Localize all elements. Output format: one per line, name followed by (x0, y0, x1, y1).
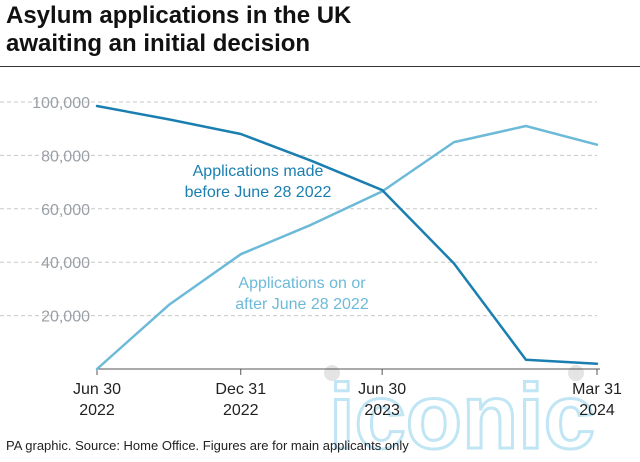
x-tick-label-1-line-0: Dec 31 (215, 381, 266, 398)
x-tick-label-1-line-1: 2022 (223, 402, 259, 419)
series-labels: Applications made before June 28 2022 Appl… (185, 163, 369, 313)
y-tick-label-60000: 60,000 (41, 202, 90, 219)
y-tick-label-20000: 20,000 (41, 309, 90, 326)
chart-title-line-1: Asylum applications in the UK (6, 2, 352, 29)
gridlines (0, 101, 597, 317)
series-2-label-line-1: after June 28 2022 (235, 296, 369, 313)
series-line-1 (95, 104, 599, 365)
source-footnote: PA graphic. Source: Home Office. Figures… (6, 438, 409, 453)
x-tick-label-3-line-1: 2024 (579, 402, 615, 419)
y-tick-label-80000: 80,000 (41, 148, 90, 165)
chart-title-line-2: awaiting an initial decision (6, 30, 311, 57)
series-line-2 (95, 124, 599, 371)
series-1-label-line-0: Applications made (193, 163, 324, 180)
series-2-label-line-0: Applications on or (238, 275, 366, 292)
x-axis: Jun 30 2022 Dec 31 2022 Jun 30 2023 Mar 31 2024 (73, 368, 622, 419)
y-tick-label-40000: 40,000 (41, 255, 90, 272)
series-1-label-line-1: before June 28 2022 (185, 184, 332, 201)
x-tick-label-0-line-0: Jun 30 (73, 381, 121, 398)
watermark-text: iconic (329, 366, 595, 462)
x-tick-label-2-line-0: Jun 30 (358, 381, 406, 398)
chart-title: Asylum applications in the UK awaiting a… (6, 2, 606, 58)
series-lines (95, 104, 599, 371)
title-divider (0, 66, 640, 67)
x-tick-label-3-line-0: Mar 31 (572, 381, 622, 398)
y-tick-label-100000: 100,000 (32, 95, 90, 112)
x-tick-label-0-line-1: 2022 (79, 402, 115, 419)
x-tick-label-2-line-1: 2023 (364, 402, 400, 419)
y-axis-ticks: 20,000 40,000 60,000 80,000 100,000 (32, 95, 90, 326)
iconic-watermark: iconic (324, 365, 596, 462)
